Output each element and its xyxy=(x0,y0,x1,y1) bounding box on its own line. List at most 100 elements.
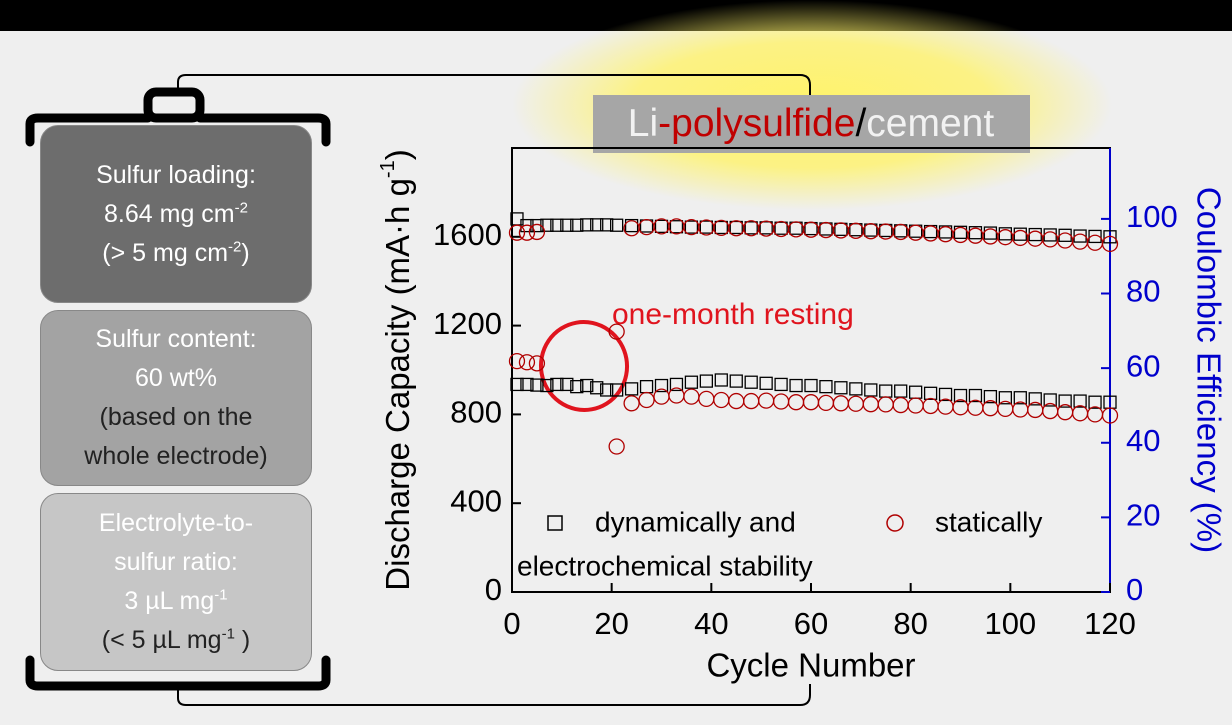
info-text: Sulfur content: xyxy=(95,325,257,353)
y-axis-label: Discharge Capacity (mA·h g-1) xyxy=(377,149,415,590)
point xyxy=(997,229,1014,246)
point xyxy=(550,377,564,392)
point xyxy=(923,386,938,400)
point xyxy=(894,384,908,398)
point xyxy=(684,375,699,389)
point xyxy=(1012,229,1029,247)
point xyxy=(608,323,625,340)
superscript: -1 xyxy=(221,625,235,643)
point xyxy=(938,387,953,402)
highlight-circle xyxy=(538,320,630,412)
info-text: 8.64 mg cm xyxy=(104,199,235,228)
point xyxy=(967,227,984,244)
x-tick-label: 0 xyxy=(503,606,520,641)
point xyxy=(864,223,878,237)
point xyxy=(653,218,670,235)
superscript: -1 xyxy=(377,160,399,178)
y2-axis-label: Coulombic Efficiency (%) xyxy=(1190,187,1227,553)
info-line: Sulfur loading: xyxy=(96,156,256,195)
y2-tick-label: 80 xyxy=(1126,274,1160,309)
point xyxy=(1058,394,1072,408)
point xyxy=(1043,228,1057,242)
x-tick-label: 60 xyxy=(794,606,828,641)
y-label-part: Discharge Capacity (mA·h g xyxy=(379,178,416,591)
point xyxy=(743,392,760,410)
info-line: Sulfur content: xyxy=(95,320,256,359)
point xyxy=(968,388,983,403)
point xyxy=(922,397,939,415)
info-line: whole electrode) xyxy=(84,437,267,476)
point xyxy=(1101,407,1119,424)
point xyxy=(922,225,939,242)
point xyxy=(849,382,863,396)
info-text: (> 5 mg cm xyxy=(102,238,229,267)
point xyxy=(610,218,624,232)
point xyxy=(892,396,909,414)
info-line: (> 5 mg cm-2) xyxy=(102,234,249,273)
point xyxy=(937,226,954,243)
point xyxy=(774,377,788,392)
point xyxy=(967,399,984,416)
point xyxy=(937,398,954,415)
y-tick-label: 400 xyxy=(450,483,502,518)
y2-tick-label: 100 xyxy=(1126,199,1178,234)
point xyxy=(1073,229,1087,243)
point xyxy=(802,394,820,411)
point xyxy=(610,383,624,397)
point xyxy=(608,438,625,455)
point xyxy=(669,220,684,234)
point xyxy=(530,378,544,392)
info-text: ) xyxy=(241,238,250,267)
y-tick-label: 1600 xyxy=(433,217,502,252)
info-text: (< 5 µL mg xyxy=(101,626,222,654)
title-part: / xyxy=(855,102,866,145)
battery-outline xyxy=(25,87,331,691)
info-text: 60 wt% xyxy=(135,364,217,392)
point xyxy=(580,378,594,393)
point xyxy=(744,375,758,389)
point xyxy=(847,395,864,412)
point xyxy=(729,374,743,388)
info-text: sulfur ratio: xyxy=(114,548,238,576)
point xyxy=(953,388,968,403)
point xyxy=(968,226,983,240)
point xyxy=(862,396,879,413)
point xyxy=(1028,392,1042,406)
point xyxy=(699,220,713,234)
point xyxy=(804,221,818,236)
point xyxy=(1086,406,1104,423)
info-line: 3 µL mg-1 xyxy=(124,582,227,621)
info-box: Sulfur content: 60 wt% (based on the whole … xyxy=(40,310,312,486)
point xyxy=(953,225,968,239)
point xyxy=(832,395,850,412)
point xyxy=(600,218,614,232)
point xyxy=(508,224,526,241)
point xyxy=(639,219,654,233)
info-line: Electrolyte-to- xyxy=(99,504,253,543)
point xyxy=(590,381,604,395)
point xyxy=(528,355,546,372)
point xyxy=(528,223,546,241)
info-text: Electrolyte-to- xyxy=(98,509,254,537)
info-box: Sulfur loading: 8.64 mg cm-2 (> 5 mg cm-2) xyxy=(40,125,312,303)
point xyxy=(1088,229,1102,244)
y2-tick-label: 40 xyxy=(1126,423,1160,458)
point xyxy=(1027,230,1044,247)
point xyxy=(654,219,669,234)
point xyxy=(683,388,700,405)
point xyxy=(570,218,584,232)
point xyxy=(877,396,894,413)
point xyxy=(684,220,699,234)
chart-title: Li-polysulfide/cement xyxy=(628,102,995,145)
y2-tick-label: 20 xyxy=(1126,498,1160,533)
point xyxy=(982,228,999,245)
point xyxy=(834,222,848,236)
point xyxy=(590,218,604,232)
point xyxy=(639,379,654,394)
point xyxy=(508,352,526,370)
legend-label: dynamically and xyxy=(595,506,796,537)
legend-note: electrochemical stability xyxy=(517,550,813,581)
title-box xyxy=(593,95,1030,153)
point xyxy=(518,224,536,241)
